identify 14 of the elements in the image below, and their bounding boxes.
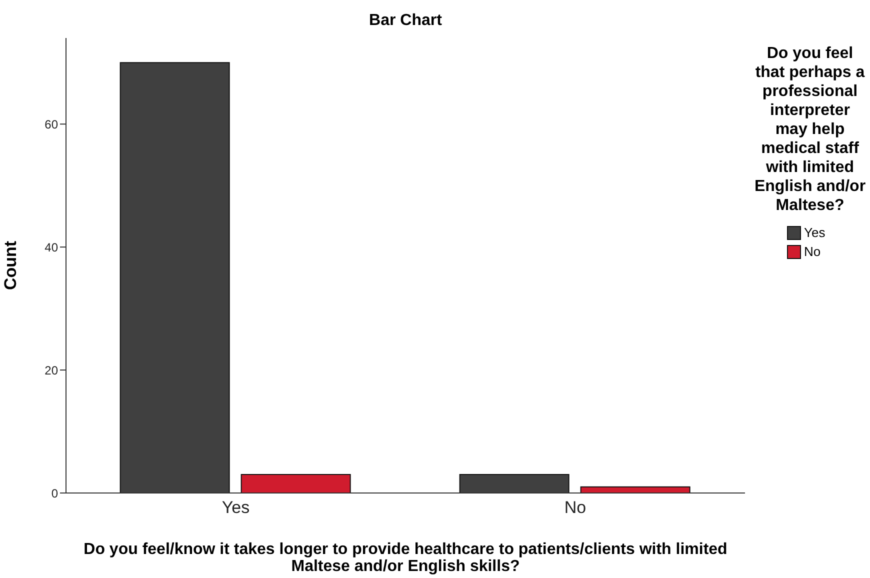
legend-label: No bbox=[804, 244, 821, 259]
y-tick-label: 20 bbox=[44, 363, 58, 378]
text: Do you feel that perhaps a professional interpreter may help medical staff with limited English and/or Maltese? bbox=[754, 45, 866, 214]
y-tick-label: 60 bbox=[44, 117, 58, 132]
bar bbox=[459, 474, 570, 493]
y-tick-label: 40 bbox=[44, 240, 58, 254]
y-tick-label: 0 bbox=[51, 486, 58, 500]
x-axis-title: Do you feel/know it takes longer to provide healthcare to patients/clients with limited Maltese and/or English skills? bbox=[82, 541, 728, 575]
bar bbox=[240, 474, 351, 493]
chart-title: Bar Chart bbox=[368, 12, 443, 30]
bar bbox=[580, 486, 690, 493]
y-axis-title: Count bbox=[1, 240, 20, 290]
legend-label: Yes bbox=[804, 225, 826, 240]
bar bbox=[120, 62, 230, 493]
